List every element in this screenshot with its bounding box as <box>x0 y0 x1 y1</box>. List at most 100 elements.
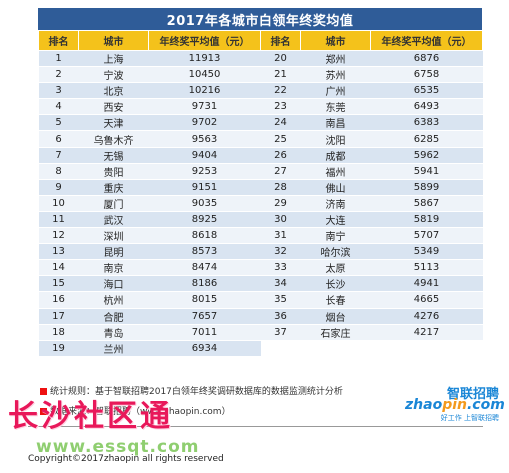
cell-value: 8925 <box>148 211 261 229</box>
cell-city: 兰州 <box>78 340 149 357</box>
cell-value: 8186 <box>148 275 261 293</box>
table-row: 5 天津 9702 24 南昌 6383 <box>38 114 483 132</box>
cell-city: 西安 <box>78 98 149 116</box>
table-row: 10 厦门 9035 29 济南 5867 <box>38 195 483 212</box>
bullet-icon <box>40 408 47 415</box>
cell-rank: 31 <box>260 227 301 245</box>
cell-rank: 24 <box>260 114 301 132</box>
cell-city: 深圳 <box>78 227 149 245</box>
cell-city: 长沙 <box>300 275 371 293</box>
cell-rank: 10 <box>38 195 79 212</box>
cell-rank: 19 <box>38 340 79 357</box>
cell-value: 6758 <box>370 66 483 84</box>
table-row: 16 杭州 8015 35 长春 4665 <box>38 291 483 309</box>
cell-value: 10216 <box>148 82 261 100</box>
cell-rank: 16 <box>38 291 79 309</box>
cell-value: 9702 <box>148 114 261 132</box>
cell-city: 南昌 <box>300 114 371 132</box>
header-value-2: 年终奖平均值（元） <box>370 30 483 51</box>
cell-value: 8618 <box>148 227 261 245</box>
cell-city: 厦门 <box>78 195 149 212</box>
table-row: 2 宁波 10450 21 苏州 6758 <box>38 66 483 84</box>
header-rank-2: 排名 <box>260 30 301 51</box>
cell-value: 11913 <box>148 50 261 68</box>
table-row: 19 兰州 6934 <box>38 340 483 357</box>
cell-value: 9731 <box>148 98 261 116</box>
cell-rank: 1 <box>38 50 79 68</box>
stat-rule: 统计规则：基于智联招聘2017白领年终奖调研数据库的数据监测统计分析 <box>40 384 343 397</box>
bonus-table: 排名 城市 年终奖平均值（元） 排名 城市 年终奖平均值（元） 1 上海 11913… <box>38 30 483 357</box>
footer: 统计规则：基于智联招聘2017白领年终奖调研数据库的数据监测统计分析 数据来源：… <box>0 383 509 473</box>
cell-rank: 12 <box>38 227 79 245</box>
cell-rank: 9 <box>38 179 79 196</box>
cell-value: 4941 <box>370 275 483 293</box>
table-row: 6 乌鲁木齐 9563 25 沈阳 6285 <box>38 130 483 148</box>
header-city: 城市 <box>78 30 149 51</box>
cell-value: 9563 <box>148 130 261 148</box>
data-source-text: 数据来源：智联招聘（www.zhaopin.com） <box>50 407 231 417</box>
cell-value: 5349 <box>370 243 483 261</box>
cell-rank: 36 <box>260 308 301 325</box>
cell-value: 6535 <box>370 82 483 100</box>
bullet-icon <box>40 388 47 395</box>
cell-city: 广州 <box>300 82 371 100</box>
cell-city: 合肥 <box>78 308 149 325</box>
stat-rule-text: 统计规则：基于智联招聘2017白领年终奖调研数据库的数据监测统计分析 <box>50 387 343 397</box>
cell-rank: 20 <box>260 50 301 68</box>
cell-value: 10450 <box>148 66 261 84</box>
cell-city: 成都 <box>300 147 371 164</box>
cell-rank: 30 <box>260 211 301 229</box>
cell-city: 贵阳 <box>78 163 149 180</box>
cell-rank: 26 <box>260 147 301 164</box>
cell-rank: 7 <box>38 147 79 164</box>
salary-table-panel: 2017年各城市白领年终奖均值 排名 城市 年终奖平均值（元） 排名 城市 年终… <box>38 8 483 357</box>
table-row: 18 青岛 7011 37 石家庄 4217 <box>38 324 483 341</box>
cell-rank: 37 <box>260 324 301 341</box>
cell-value: 4665 <box>370 291 483 309</box>
cell-value: 5707 <box>370 227 483 245</box>
header-value: 年终奖平均值（元） <box>148 30 261 51</box>
cell-city: 宁波 <box>78 66 149 84</box>
cell-rank: 8 <box>38 163 79 180</box>
cell-value: 5962 <box>370 147 483 164</box>
table-row: 1 上海 11913 20 郑州 6876 <box>38 50 483 68</box>
cell-value: 5819 <box>370 211 483 229</box>
table-row: 13 昆明 8573 32 哈尔滨 5349 <box>38 243 483 261</box>
cell-rank: 17 <box>38 308 79 325</box>
cell-city: 大连 <box>300 211 371 229</box>
cell-rank: 13 <box>38 243 79 261</box>
logo-slogan: 好工作 上智联招聘 <box>440 414 499 422</box>
cell-value: 6285 <box>370 130 483 148</box>
cell-value <box>370 340 483 357</box>
cell-rank: 33 <box>260 259 301 277</box>
cell-rank: 6 <box>38 130 79 148</box>
table-row: 3 北京 10216 22 广州 6535 <box>38 82 483 100</box>
cell-value: 9404 <box>148 147 261 164</box>
logo-wordmark-c: .com <box>466 397 505 413</box>
header-city-2: 城市 <box>300 30 371 51</box>
cell-city: 济南 <box>300 195 371 212</box>
cell-value: 5941 <box>370 163 483 180</box>
cell-value: 6934 <box>148 340 261 357</box>
cell-city: 青岛 <box>78 324 149 341</box>
logo-wordmark: zhaopin.com <box>405 397 505 413</box>
cell-rank: 21 <box>260 66 301 84</box>
cell-city: 哈尔滨 <box>300 243 371 261</box>
copyright: Copyright©2017zhaopin all rights reserve… <box>28 454 224 464</box>
cell-value: 6876 <box>370 50 483 68</box>
cell-rank: 5 <box>38 114 79 132</box>
cell-city: 乌鲁木齐 <box>78 130 149 148</box>
cell-value: 9035 <box>148 195 261 212</box>
cell-value: 6383 <box>370 114 483 132</box>
logo-wordmark-b: pin <box>442 397 467 413</box>
cell-rank: 29 <box>260 195 301 212</box>
cell-rank: 25 <box>260 130 301 148</box>
cell-city: 武汉 <box>78 211 149 229</box>
watermark-chinese: 长沙社区通 <box>8 399 173 434</box>
cell-value: 4276 <box>370 308 483 325</box>
cell-rank: 14 <box>38 259 79 277</box>
cell-city: 东莞 <box>300 98 371 116</box>
cell-city: 海口 <box>78 275 149 293</box>
cell-city: 长春 <box>300 291 371 309</box>
logo-chinese: 智联招聘 <box>446 387 499 402</box>
